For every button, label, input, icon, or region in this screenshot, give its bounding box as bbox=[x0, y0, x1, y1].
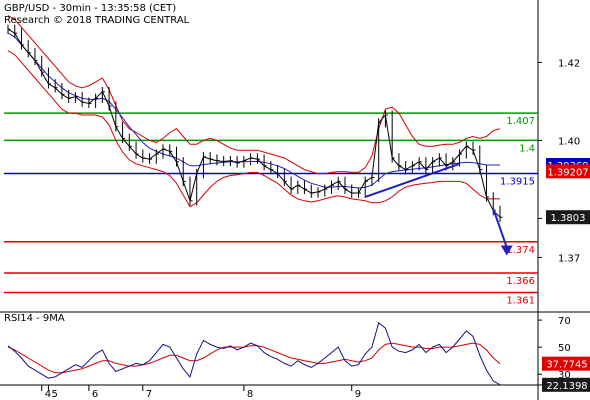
level-label: 1.3915 bbox=[500, 177, 535, 188]
rsi-moving-average-line bbox=[7, 342, 501, 374]
x-tick-label: 8 bbox=[247, 389, 253, 400]
x-tick-label: 9 bbox=[355, 389, 361, 400]
x-tick-label: 6 bbox=[92, 389, 98, 400]
price-tag-bg bbox=[546, 164, 590, 179]
rsi-tag-bg bbox=[542, 356, 590, 371]
forecast-arrow-shaft bbox=[492, 208, 508, 248]
x-tick-label: 7 bbox=[146, 389, 152, 400]
rsi-line-shadow bbox=[7, 322, 501, 386]
moving-average-line bbox=[7, 32, 500, 189]
trendline bbox=[364, 162, 460, 198]
level-label: 1.366 bbox=[506, 276, 535, 287]
bollinger-lower-line bbox=[7, 50, 500, 208]
bollinger-upper-line bbox=[7, 15, 501, 175]
forecast-arrow-head bbox=[500, 245, 513, 256]
chart-copyright: Research © 2018 TRADING CENTRAL bbox=[4, 15, 190, 26]
rsi-tag-label: 37.7745 bbox=[546, 360, 587, 371]
rsi-panel-title: RSI14 - 9MA bbox=[4, 313, 65, 324]
price-tag-bg bbox=[546, 210, 590, 225]
rsi-tick-label: 30 bbox=[558, 370, 571, 381]
level-label: 1.361 bbox=[506, 296, 535, 307]
rsi-tag-label: 22.1398 bbox=[546, 381, 587, 392]
rsi-tag-bg bbox=[542, 377, 590, 392]
price-line bbox=[7, 28, 501, 218]
price-tick-label: 1.40 bbox=[558, 136, 580, 147]
price-tag-label: 1.39207 bbox=[547, 167, 588, 178]
x-tick-label: 4 bbox=[45, 389, 51, 400]
level-label: 1.407 bbox=[506, 116, 535, 127]
rsi-series bbox=[7, 321, 501, 386]
price-series bbox=[7, 15, 513, 256]
price-tick-label: 1.37 bbox=[558, 253, 580, 264]
price-tick-label: 1.42 bbox=[558, 58, 580, 69]
rsi-tick-label: 70 bbox=[558, 316, 571, 327]
price-tag-label: 1.3803 bbox=[551, 213, 586, 224]
chart-title: GBP/USD - 30min - 13:35:58 (CET) bbox=[4, 3, 176, 14]
rsi-tick-label: 50 bbox=[558, 343, 571, 354]
level-label: 1.374 bbox=[506, 245, 535, 256]
level-label: 1.4 bbox=[519, 143, 535, 154]
x-tick-label: 5 bbox=[51, 389, 57, 400]
